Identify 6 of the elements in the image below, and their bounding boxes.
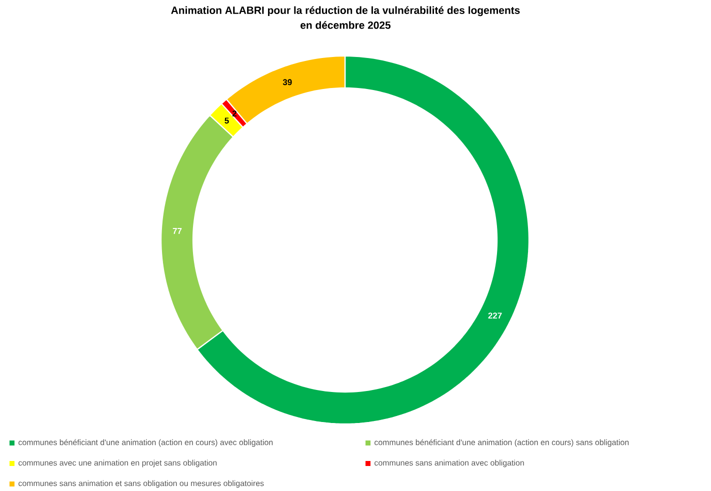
chart-title: Animation ALABRI pour la réduction de la vulnérabilité des logements en décembre 2025 (171, 6, 520, 29)
data-label: 2 (232, 110, 236, 116)
data-label: 227 (488, 312, 502, 319)
data-label: 77 (172, 228, 182, 234)
data-label: 39 (282, 79, 292, 86)
data-label: 5 (224, 118, 229, 124)
